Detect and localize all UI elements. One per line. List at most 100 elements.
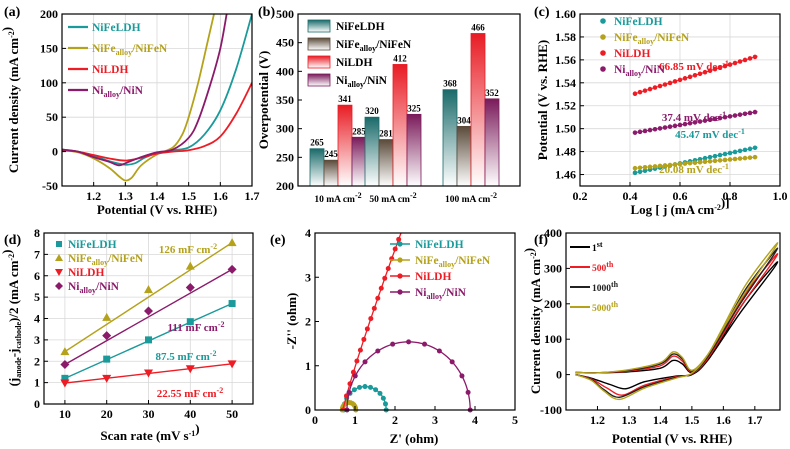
marker-square [228,300,236,308]
y-tick-label: 4 [305,226,311,240]
legend-label: NiLDH [336,57,372,69]
text-span: )/2 (mA cm [6,260,21,322]
data-point-Ni_alloy/NiN [436,348,442,354]
x-axis-label: Scan rate (mV s-1) [100,421,199,443]
y-tick-label: 8 [34,226,40,240]
text-span: -2 [355,191,362,200]
category-label: 50 mA cm-2 [369,191,416,205]
marker-diamond [185,283,195,293]
slope-annotation: 37.4 mV dec-1 [662,110,726,124]
bar-value-label: 368 [443,79,457,89]
y-tick-label: 200 [544,297,562,311]
legend-label: NiFeLDH [336,21,385,33]
text-span: alloy [116,48,132,57]
legend-swatch [307,37,331,51]
x-tick-label: 50 [226,407,238,421]
text-span: cathode [14,322,23,349]
text-span: /NiN [95,281,120,293]
legend-label: 1000th [592,280,619,294]
x-tick-label: 1.3 [621,413,636,427]
data-point-NiLDH [361,336,367,342]
y-tick-label: 3 [305,270,311,284]
legend-marker [600,18,606,24]
text-span: 5000 [592,304,611,314]
text-span: ) [195,421,199,436]
x-tick-label: 0.4 [623,189,638,203]
x-tick-label: 1.3 [118,189,133,203]
y-tick-label: 300 [544,261,562,275]
x-tick-label: 1 [352,413,358,427]
marker-square [186,318,194,326]
text-span: /NiFeN [653,32,690,44]
x-tick-label: 1.2 [86,189,101,203]
data-point-NiLDH [375,295,381,301]
series-line-Ni_alloy/NiN [62,14,228,167]
text-span: Current density (mA cm [6,38,21,173]
y-tick-label: 200 [40,7,58,21]
y-tick-label: -50 [42,179,58,193]
panel-f: 1.2 1.3 1.4 1.5 1.6 1.7 -100 0 100 200 300 400 Poten… [521,226,781,446]
x-tick-label: 1.4 [653,413,668,427]
text-span: -2 [7,254,16,261]
text-span: -2 [210,242,217,251]
text-span: -1 [722,162,729,171]
y-axis-label: Current density (mA cm-2) [521,248,543,394]
marker-triangle [185,261,195,270]
legend-marker [397,289,403,295]
y-tick-label: 1.60 [555,7,576,21]
series-line-NiLDH [62,82,252,162]
marker-square [61,374,69,382]
cdl-annotation: 22.55 mF cm-2 [157,386,223,400]
text-span: /NiN [363,75,388,87]
marker-triangle [144,285,153,294]
text-span: 50 mA cm [369,195,410,205]
text-span: /NiFeN [454,255,491,267]
text-span: -1 [719,110,726,119]
marker-triangle [102,312,112,321]
legend-marker [600,66,606,72]
data-point-NiLDH [392,246,398,252]
marker-triangle-down [102,374,112,383]
legend-marker [600,34,606,40]
text-span: alloy [427,292,443,301]
data-point-Ni_alloy/NiN [406,339,412,345]
bar-value-label: 320 [365,106,379,116]
marker-triangle [55,254,63,261]
panel-label: (e) [270,233,286,248]
y-tick-label: 5 [34,290,40,304]
y-tick-label: 6 [34,269,40,283]
cdl-annotation: 111 mF cm-2 [168,320,225,334]
y-tick-label: 300 [276,122,294,136]
data-point-NiFeLDH [373,387,379,393]
y-tick-label: 50 [46,110,58,124]
bar-NiFeLDH [442,89,458,187]
cdl-annotation: 126 mF cm-2 [159,242,217,256]
text-span: NiFeLDH [614,16,663,28]
data-point-NiLDH [340,407,346,410]
y-tick-label: 2 [34,354,40,368]
text-span: 126 mF cm [159,244,211,256]
x-tick-label: 2 [392,413,398,427]
bar-value-label: 304 [457,115,471,125]
text-span: 37.4 mV dec [662,112,720,124]
plot-area [315,233,515,410]
text-span: NiFeLDH [415,239,464,251]
marker-triangle-down [60,379,70,388]
text-span: th [606,260,614,269]
text-span: 1 [592,244,597,254]
legend-label: NiFeLDH [415,239,464,251]
text-span: alloy [360,44,376,53]
y-tick-label: 7 [34,247,40,261]
text-span: 500 [592,264,607,274]
y-tick-label: 150 [40,41,58,55]
x-axis-label: Log [ j (mA cm-2)] [630,195,729,217]
legend-label: 5000th [592,300,619,314]
y-tick-label: 1 [305,359,311,373]
text-span: th [611,280,619,289]
data-point-NiLDH [371,305,377,311]
data-point-Ni_alloy/NiN [346,389,352,395]
y-tick-label: 500 [276,7,294,21]
text-span: st [597,240,603,249]
text-span: /NiFeN [375,39,412,51]
